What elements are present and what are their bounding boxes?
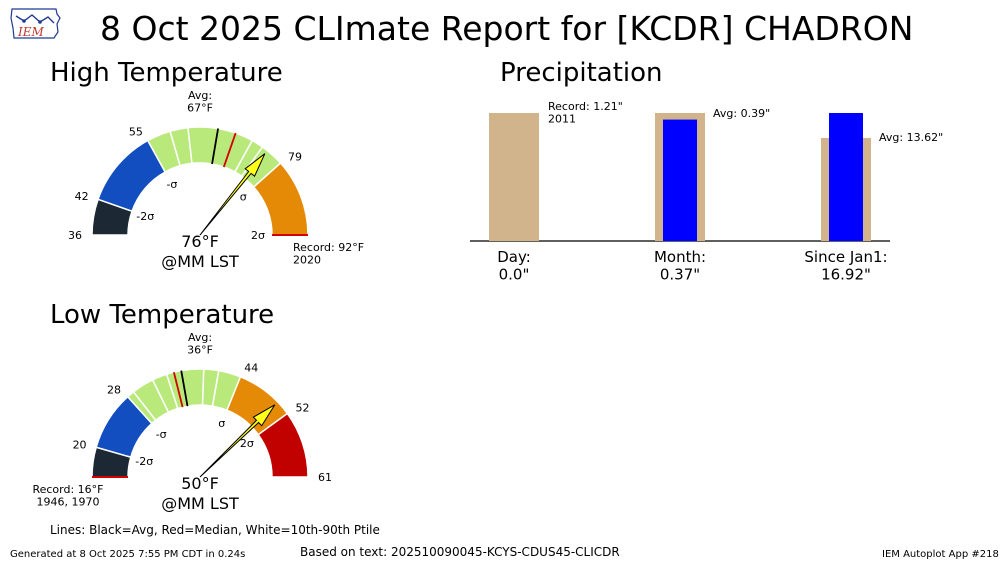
high-temperature-heading: High Temperature xyxy=(50,58,283,88)
sigma-label: σ xyxy=(218,417,225,430)
avg-line xyxy=(180,370,189,407)
percentile-line xyxy=(165,374,179,409)
observed-needle xyxy=(199,404,276,478)
iowa-state-icon: IEM xyxy=(10,8,61,39)
percentile-line xyxy=(234,140,253,173)
sigma-label: 2σ xyxy=(251,229,265,242)
gauge-tick-label: 79 xyxy=(288,150,302,163)
based-on-text: Based on text: 202510090045-KCYS-CDUS45-… xyxy=(300,545,620,559)
precipitation-heading: Precipitation xyxy=(500,58,663,88)
sigma-label: 2σ xyxy=(240,437,254,450)
avg-line xyxy=(211,128,219,165)
sigma-label: -σ xyxy=(166,178,177,191)
record-label: Record: 92°F 2020 xyxy=(293,241,364,267)
gauge-band xyxy=(257,412,309,478)
gauge-tick-label: 36 xyxy=(68,229,82,242)
gauge-tick-label: 61 xyxy=(318,471,332,484)
percentile-line xyxy=(201,369,205,406)
median-line xyxy=(222,132,237,168)
sigma-label: -2σ xyxy=(135,455,153,468)
percentile-line xyxy=(211,370,220,407)
iem-logo: IEM xyxy=(10,6,62,48)
sigma-label: -σ xyxy=(156,428,167,441)
avg-label: Avg: 67°F xyxy=(187,89,213,115)
sigma-label: σ xyxy=(240,190,247,203)
observed-needle xyxy=(199,153,266,236)
observed-value: 76°F xyxy=(181,232,219,251)
percentile-line xyxy=(132,391,157,421)
gauge-tick-label: 28 xyxy=(107,383,121,396)
avg-label: Avg: 36°F xyxy=(187,331,213,357)
gauge-band xyxy=(126,368,242,425)
observed-value: 50°F xyxy=(181,474,219,493)
observed-bar xyxy=(663,119,697,241)
precip-category-label: Day: 0.0" xyxy=(497,248,531,283)
percentile-line xyxy=(241,146,264,177)
gauge-tick-label: 42 xyxy=(75,190,89,203)
generated-text: Generated at 8 Oct 2025 7:55 PM CDT in 0… xyxy=(10,549,246,560)
percentile-line xyxy=(151,379,170,413)
avg-annotation: Avg: 0.39" xyxy=(713,107,770,120)
avg-annotation: Avg: 13.62" xyxy=(879,131,943,144)
record-bar xyxy=(489,113,539,241)
precip-category-label: Since Jan1: 16.92" xyxy=(804,248,887,283)
gauge-tick-label: 20 xyxy=(73,438,87,451)
lines-legend-note: Lines: Black=Avg, Red=Median, White=10th… xyxy=(50,523,380,537)
gauge-tick-label: 55 xyxy=(129,126,143,139)
gauge-tick-label: 52 xyxy=(295,402,309,415)
page-title: 8 Oct 2025 CLImate Report for [KCDR] CHA… xyxy=(100,9,914,48)
record-label: Record: 16°F 1946, 1970 xyxy=(32,483,103,509)
percentile-line xyxy=(187,127,193,164)
observed-time: @MM LST xyxy=(161,494,239,513)
sigma-label: -2σ xyxy=(136,210,154,223)
observed-time: @MM LST xyxy=(161,252,239,271)
app-credit: IEM Autoplot App #218 xyxy=(882,549,999,560)
record-annotation: Record: 1.21" 2011 xyxy=(548,100,623,126)
svg-text:IEM: IEM xyxy=(17,25,45,39)
precip-category-label: Month: 0.37" xyxy=(654,248,706,283)
low-temperature-heading: Low Temperature xyxy=(50,300,275,330)
percentile-line xyxy=(169,130,181,167)
median-line xyxy=(172,371,184,408)
gauge-tick-label: 44 xyxy=(244,362,258,375)
observed-bar xyxy=(829,113,863,241)
